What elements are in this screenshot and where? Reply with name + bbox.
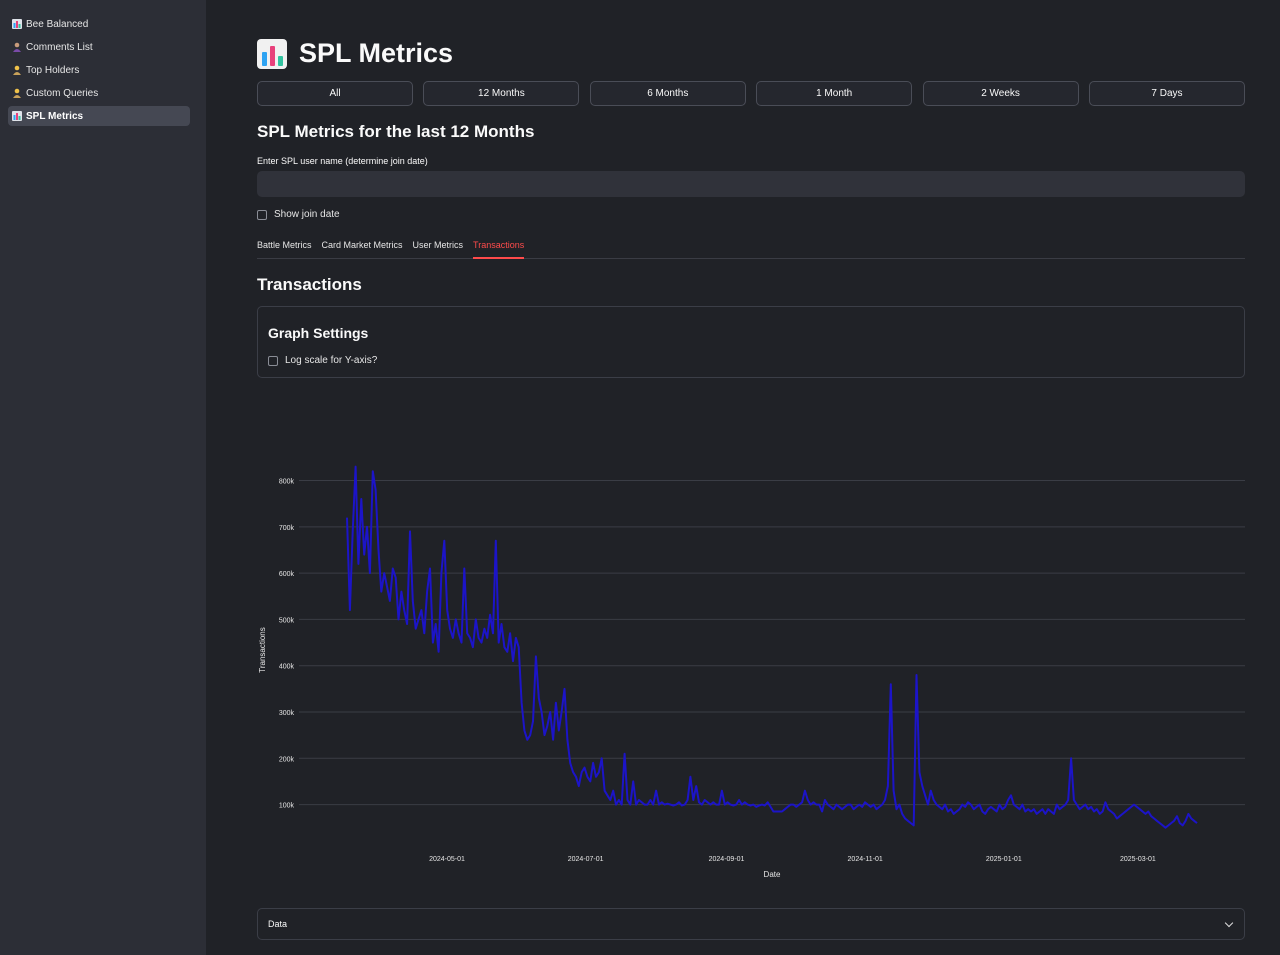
sidebar-item-comments-list[interactable]: Comments List	[8, 37, 190, 57]
sidebar-item-top-holders[interactable]: Top Holders	[8, 60, 190, 80]
y-axis-label: Transactions	[258, 627, 267, 673]
y-tick-label: 800k	[279, 479, 295, 486]
x-tick-label: 2024-07-01	[568, 856, 604, 863]
show-join-date-label: Show join date	[274, 209, 340, 220]
tab-transactions[interactable]: Transactions	[473, 238, 525, 259]
range-button-6-months[interactable]: 6 Months	[589, 81, 746, 106]
show-join-date-row[interactable]: Show join date	[257, 209, 340, 220]
bar-chart-icon	[257, 38, 287, 69]
bar-chart-icon	[12, 111, 22, 121]
sidebar-item-spl-metrics[interactable]: SPL Metrics	[8, 106, 190, 126]
metrics-tabs: Battle Metrics Card Market Metrics User …	[257, 238, 1245, 259]
sidebar-item-label: Comments List	[26, 41, 93, 53]
tab-user-metrics[interactable]: User Metrics	[412, 240, 464, 250]
y-tick-label: 200k	[279, 756, 295, 763]
data-expander-label: Data	[268, 919, 288, 929]
metrics-subtitle: SPL Metrics for the last 12 Months	[257, 122, 535, 141]
sidebar-item-label: Top Holders	[26, 64, 80, 76]
range-button-2-weeks[interactable]: 2 Weeks	[922, 81, 1079, 106]
sidebar-item-label: Bee Balanced	[26, 18, 89, 30]
chevron-down-icon	[1224, 918, 1234, 927]
transactions-series-line	[346, 465, 1198, 829]
data-expander[interactable]: Data	[257, 908, 1245, 940]
section-title: Transactions	[257, 275, 362, 294]
y-tick-label: 300k	[279, 710, 295, 717]
y-tick-label: 500k	[279, 617, 295, 624]
person-icon	[12, 88, 22, 98]
sidebar: Bee Balanced Comments List Top Holders C…	[0, 0, 206, 955]
log-scale-checkbox[interactable]	[268, 355, 278, 366]
range-button-12-months[interactable]: 12 Months	[423, 81, 580, 106]
x-tick-label: 2025-03-01	[1120, 856, 1156, 863]
person-icon	[12, 42, 22, 52]
transactions-chart-svg: 100k 200k 300k 400k 500k 600k 700k 800k 2024-05-…	[258, 465, 1245, 879]
y-tick-label: 600k	[279, 571, 295, 578]
graph-settings-title: Graph Settings	[268, 325, 369, 341]
username-input[interactable]	[257, 171, 1245, 197]
show-join-date-checkbox[interactable]	[257, 209, 267, 220]
person-icon	[12, 65, 22, 75]
sidebar-item-bee-balanced[interactable]: Bee Balanced	[8, 14, 190, 34]
y-tick-label: 700k	[279, 525, 295, 532]
sidebar-item-custom-queries[interactable]: Custom Queries	[8, 83, 190, 103]
log-scale-label: Log scale for Y-axis?	[285, 355, 378, 366]
x-tick-label: 2024-11-01	[848, 856, 883, 863]
tab-battle-metrics[interactable]: Battle Metrics	[257, 240, 312, 250]
log-scale-row[interactable]: Log scale for Y-axis?	[268, 355, 377, 366]
sidebar-item-label: Custom Queries	[26, 87, 99, 99]
bar-chart-icon	[12, 19, 22, 29]
range-button-all[interactable]: All	[257, 81, 413, 106]
transactions-chart[interactable]: 100k 200k 300k 400k 500k 600k 700k 800k 2024-05-…	[257, 392, 1245, 892]
range-button-row: All 12 Months 6 Months 1 Month 2 Weeks 7…	[257, 81, 1245, 106]
range-button-1-month[interactable]: 1 Month	[756, 81, 913, 106]
username-label: Enter SPL user name (determine join date…	[257, 156, 428, 166]
page-title: SPL Metrics	[257, 38, 453, 69]
x-axis-label: Date	[764, 870, 781, 879]
y-tick-label: 100k	[279, 803, 295, 810]
range-button-7-days[interactable]: 7 Days	[1088, 81, 1245, 106]
graph-settings-panel: Graph Settings Log scale for Y-axis?	[257, 306, 1245, 378]
page-title-text: SPL Metrics	[299, 38, 454, 68]
x-tick-label: 2024-09-01	[709, 856, 745, 863]
y-tick-label: 400k	[279, 664, 295, 671]
x-tick-label: 2025-01-01	[986, 856, 1022, 863]
x-tick-label: 2024-05-01	[429, 856, 465, 863]
tab-card-market-metrics[interactable]: Card Market Metrics	[321, 240, 403, 250]
sidebar-item-label: SPL Metrics	[26, 110, 84, 122]
